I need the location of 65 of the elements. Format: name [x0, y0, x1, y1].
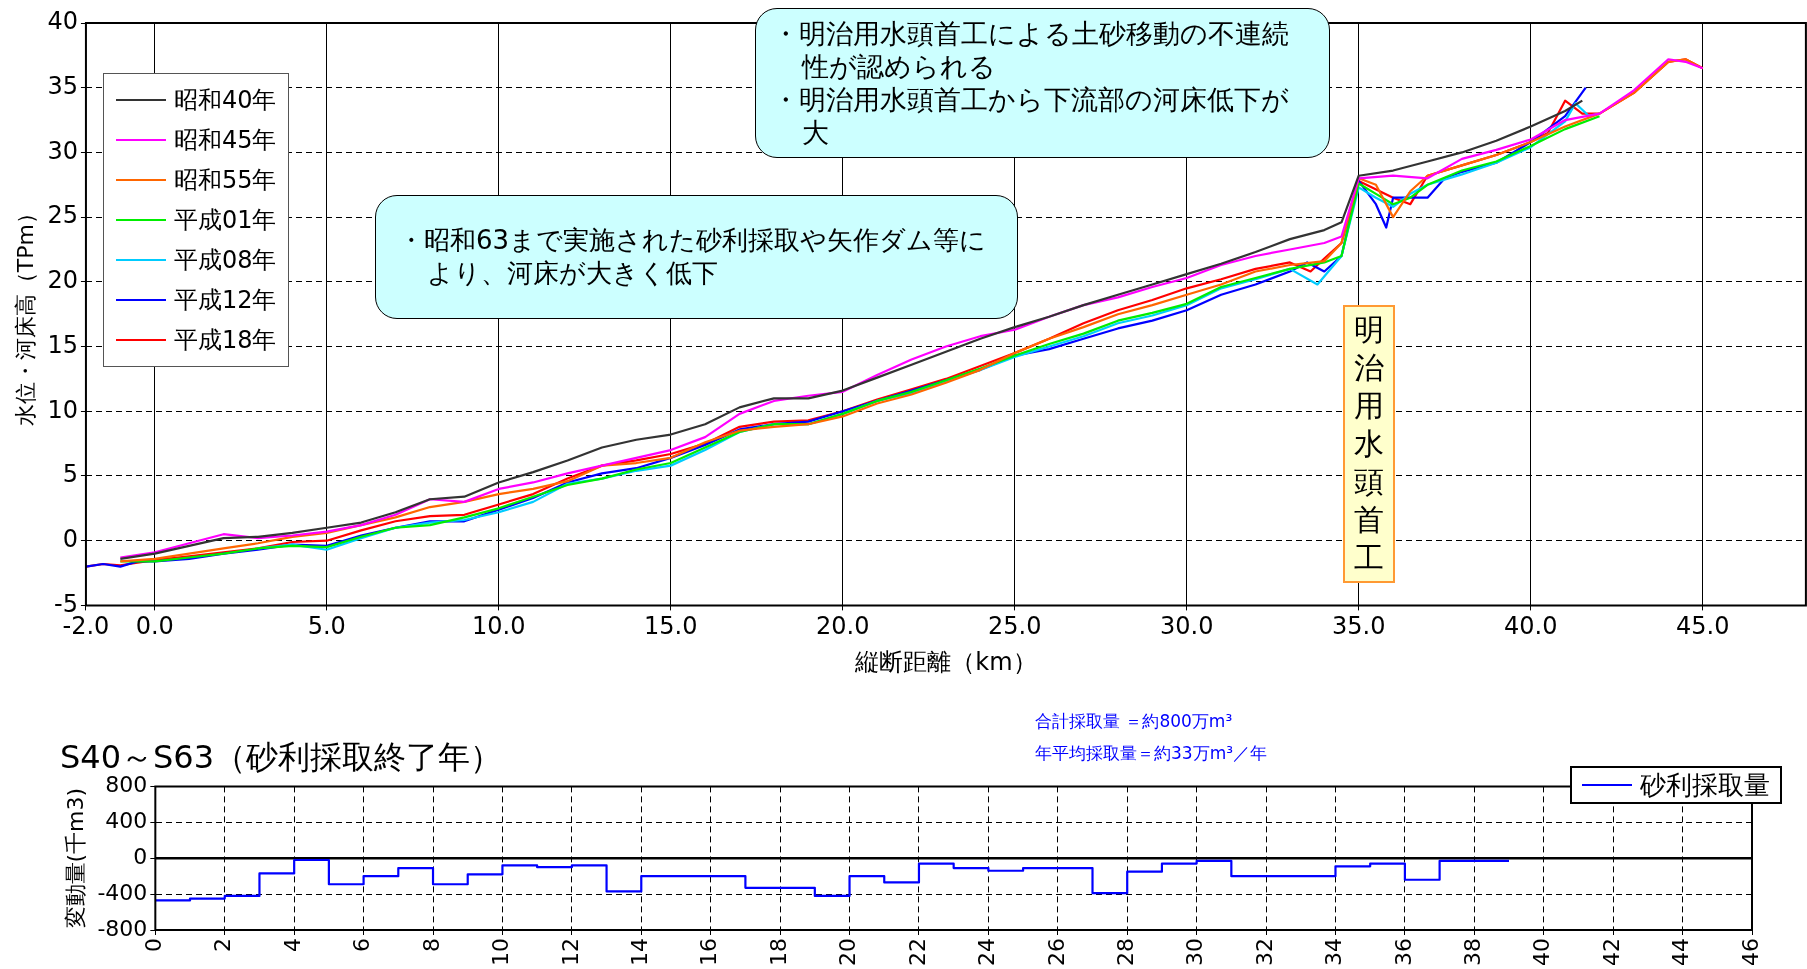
x-axis-title: 縦断距離（km）	[854, 647, 1037, 676]
legend-label: 平成01年	[173, 205, 277, 236]
y-tick-label: 10	[47, 395, 78, 424]
y-tick-label: 15	[47, 330, 78, 359]
y-tick-label: 5	[62, 460, 78, 489]
y-tick-label: 0	[133, 843, 148, 869]
x-tick-label: 26	[1043, 938, 1069, 967]
y-tick-label: -400	[97, 879, 148, 905]
x-tick-label: 20	[835, 938, 861, 967]
legend-label: 昭和45年	[173, 125, 277, 156]
y-tick-label: 0	[62, 524, 78, 553]
x-tick-label: 2	[210, 938, 236, 953]
annotation: ・昭和63まで実施された砂利採取や矢作ダム等により、河床が大きく低下	[398, 224, 988, 290]
x-tick-label: 10.0	[472, 612, 526, 641]
x-tick-label: 40.0	[1503, 612, 1558, 641]
y-tick-label: 400	[105, 808, 148, 834]
x-tick-label: -2.0	[62, 612, 110, 641]
x-tick-label: 12	[557, 938, 583, 967]
legend-label: 昭和55年	[173, 165, 277, 196]
x-tick-label: 30.0	[1160, 612, 1214, 641]
x-tick-label: 14	[626, 938, 652, 967]
x-tick-label: 10	[488, 938, 514, 967]
y-tick-label: 35	[47, 71, 78, 100]
y-axis-title: 水位・河床高（TPm）	[12, 202, 38, 427]
y-tick-label: 25	[47, 201, 78, 230]
legend-label: 昭和40年	[173, 85, 277, 116]
x-tick-label: 42	[1598, 938, 1624, 967]
x-tick-label: 6	[349, 938, 375, 953]
x-tick-label: 46	[1737, 938, 1763, 967]
x-tick-label: 25.0	[988, 612, 1042, 641]
y-tick-label: 30	[47, 136, 78, 165]
legend-label: 平成18年	[173, 325, 277, 356]
legend-label: 砂利採取量	[1640, 768, 1770, 802]
x-tick-label: 34	[1321, 938, 1347, 967]
x-tick-label: 28	[1112, 938, 1138, 967]
y-tick-label: 20	[47, 266, 78, 295]
y-tick-label: -800	[97, 915, 148, 941]
annotation: 明治用水頭首工	[1353, 311, 1385, 577]
legend-label: 平成12年	[173, 285, 277, 316]
text: 合計採取量 ＝約800万m³	[1035, 710, 1233, 733]
x-tick-label: 0.0	[135, 612, 174, 641]
x-tick-label: 32	[1251, 938, 1277, 967]
annotation: ・明治用水頭首工から下流部の河床低下が大	[772, 83, 1290, 149]
x-tick-label: 44	[1668, 938, 1694, 967]
x-tick-label: 38	[1460, 938, 1486, 967]
legend-label: 平成08年	[173, 245, 277, 276]
x-tick-label: 45.0	[1675, 612, 1730, 641]
x-tick-label: 30	[1182, 938, 1208, 967]
x-tick-label: 24	[974, 938, 1000, 967]
x-tick-label: 18	[765, 938, 791, 967]
annotation: ・明治用水頭首工による土砂移動の不連続性が認められる	[772, 17, 1290, 83]
x-tick-label: 4	[279, 938, 305, 953]
x-tick-label: 5.0	[307, 612, 346, 641]
x-tick-label: 15.0	[644, 612, 698, 641]
x-tick-label: 16	[696, 938, 722, 967]
x-tick-label: 0	[141, 938, 167, 953]
x-tick-label: 40	[1529, 938, 1555, 967]
x-tick-label: 22	[904, 938, 930, 967]
x-tick-label: 35.0	[1331, 612, 1386, 641]
x-tick-label: 8	[418, 938, 444, 953]
text: 年平均採取量＝約33万m³／年	[1035, 742, 1268, 765]
x-tick-label: 20.0	[816, 612, 870, 641]
y-axis-title: 変動量(千m3)	[62, 787, 88, 929]
y-tick-label: 40	[47, 7, 78, 36]
x-tick-label: 36	[1390, 938, 1416, 967]
